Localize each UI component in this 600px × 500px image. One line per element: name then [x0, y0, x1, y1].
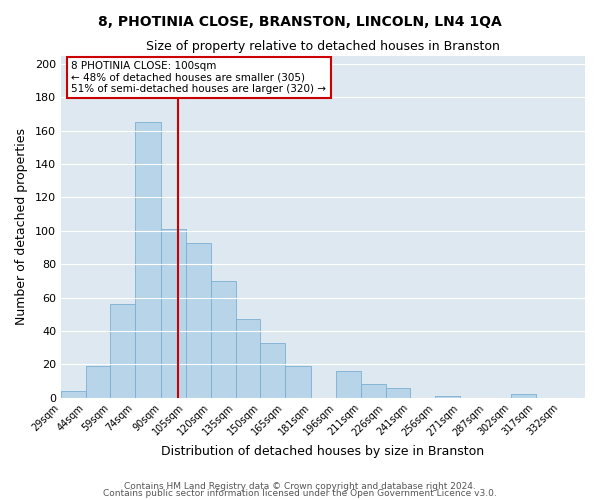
Bar — [186, 242, 211, 398]
Bar — [285, 366, 311, 398]
Text: 8 PHOTINIA CLOSE: 100sqm
← 48% of detached houses are smaller (305)
51% of semi-: 8 PHOTINIA CLOSE: 100sqm ← 48% of detach… — [71, 60, 326, 94]
Bar — [161, 229, 186, 398]
Bar — [336, 371, 361, 398]
Bar — [61, 391, 86, 398]
Bar — [135, 122, 161, 398]
Bar — [386, 388, 410, 398]
Bar — [236, 320, 260, 398]
Bar — [511, 394, 536, 398]
X-axis label: Distribution of detached houses by size in Branston: Distribution of detached houses by size … — [161, 444, 485, 458]
Y-axis label: Number of detached properties: Number of detached properties — [15, 128, 28, 325]
Bar — [211, 281, 236, 398]
Bar — [435, 396, 460, 398]
Text: 8, PHOTINIA CLOSE, BRANSTON, LINCOLN, LN4 1QA: 8, PHOTINIA CLOSE, BRANSTON, LINCOLN, LN… — [98, 15, 502, 29]
Text: Contains public sector information licensed under the Open Government Licence v3: Contains public sector information licen… — [103, 489, 497, 498]
Text: Contains HM Land Registry data © Crown copyright and database right 2024.: Contains HM Land Registry data © Crown c… — [124, 482, 476, 491]
Title: Size of property relative to detached houses in Branston: Size of property relative to detached ho… — [146, 40, 500, 53]
Bar — [361, 384, 386, 398]
Bar — [260, 342, 285, 398]
Bar — [110, 304, 135, 398]
Bar — [86, 366, 110, 398]
